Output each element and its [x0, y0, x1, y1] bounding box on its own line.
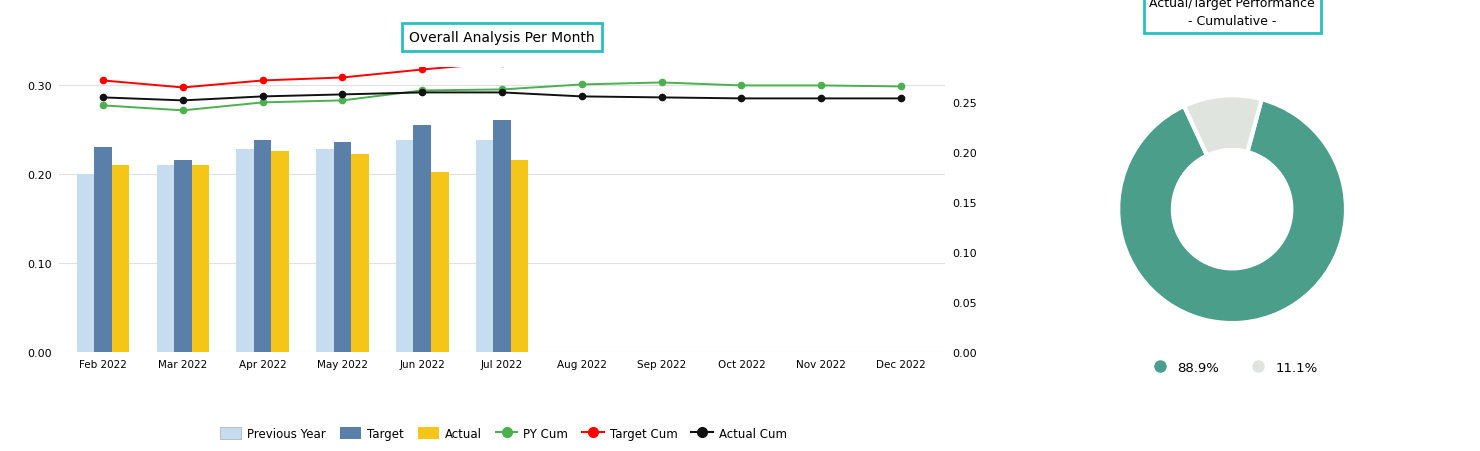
Wedge shape [1119, 100, 1345, 323]
Bar [431, 172, 448, 352]
Bar [237, 149, 255, 352]
Bar [271, 152, 289, 352]
Bar [317, 149, 333, 352]
Title: Actual/Target Performance
- Cumulative -: Actual/Target Performance - Cumulative - [1150, 0, 1316, 28]
Bar [95, 147, 112, 352]
Bar [511, 161, 528, 352]
Legend: 88.9%, 11.1%: 88.9%, 11.1% [1141, 356, 1323, 379]
Bar [77, 174, 95, 352]
Bar [475, 140, 493, 352]
Bar [397, 140, 413, 352]
Bar [351, 155, 369, 352]
Bar [175, 161, 192, 352]
Bar [413, 125, 431, 352]
Bar [157, 166, 175, 352]
Bar [333, 143, 351, 352]
Bar [112, 166, 129, 352]
Legend: Previous Year, Target, Actual, PY Cum, Target Cum, Actual Cum: Previous Year, Target, Actual, PY Cum, T… [215, 423, 792, 445]
Title: Overall Analysis Per Month: Overall Analysis Per Month [410, 31, 595, 45]
Wedge shape [1184, 96, 1261, 156]
Bar [493, 121, 511, 352]
Bar [255, 140, 271, 352]
Bar [192, 166, 209, 352]
